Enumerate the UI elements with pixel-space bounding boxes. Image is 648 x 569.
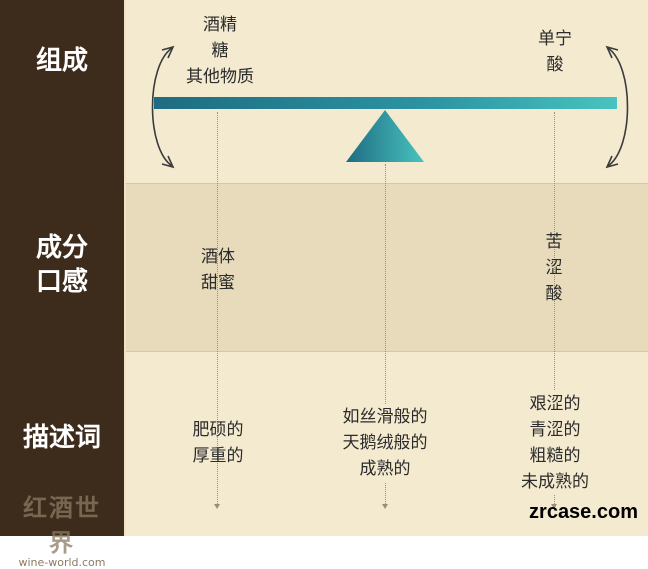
composition-left-item: 糖 (211, 41, 229, 61)
composition-right-item: 酸 (546, 55, 564, 75)
descriptor-center-item: 天鹅绒般的 (342, 433, 428, 453)
wine-world-logo: 红酒世界 wine-world.com (14, 488, 110, 569)
band-taste (126, 184, 648, 351)
row-divider (126, 183, 648, 184)
composition-left-item: 酒精 (203, 15, 237, 35)
panel-divider (124, 0, 126, 536)
descriptor-right-item: 未成熟的 (521, 472, 589, 492)
taste-right-item: 酸 (545, 284, 563, 304)
composition-left-item: 其他物质 (186, 67, 254, 87)
row-label-taste-line1: 成分 (35, 233, 88, 263)
dotted-down-arrow-icon (551, 504, 557, 509)
descriptors-right: 艰涩的 青涩的 粗糙的 未成熟的 (500, 391, 610, 495)
curved-arrow-right-icon (605, 45, 629, 169)
guide-line-center (385, 164, 386, 504)
descriptor-right-item: 青涩的 (529, 420, 581, 440)
fulcrum-triangle-icon (346, 110, 424, 162)
composition-left: 酒精 糖 其他物质 (160, 12, 280, 90)
descriptors-center: 如丝滑般的 天鹅绒般的 成熟的 (320, 404, 450, 482)
taste-right: 苦 涩 酸 (524, 229, 584, 307)
row-label-taste-line2: 口感 (35, 267, 88, 297)
taste-right-item: 涩 (545, 258, 563, 278)
descriptors-left: 肥硕的 厚重的 (168, 417, 268, 469)
composition-right: 单宁 酸 (510, 26, 600, 78)
taste-right-item: 苦 (545, 232, 563, 252)
taste-left-item: 甜蜜 (201, 273, 235, 293)
row-label-taste: 成分 口感 (0, 231, 124, 299)
descriptor-right-item: 粗糙的 (529, 446, 581, 466)
descriptor-left-item: 肥硕的 (192, 420, 244, 440)
descriptor-center-item: 如丝滑般的 (342, 407, 428, 427)
row-label-composition: 组成 (35, 46, 88, 76)
curved-arrow-left-icon (151, 45, 175, 169)
taste-left-item: 酒体 (201, 247, 235, 267)
descriptor-center-item: 成熟的 (359, 459, 411, 479)
guide-line-left (217, 112, 218, 504)
balance-beam (154, 97, 617, 109)
left-label-panel (0, 0, 124, 536)
composition-right-item: 单宁 (538, 29, 572, 49)
descriptor-right-item: 艰涩的 (529, 394, 581, 414)
descriptor-left-item: 厚重的 (192, 446, 244, 466)
watermark: zrcase.com (529, 501, 638, 523)
dotted-down-arrow-icon (214, 504, 220, 509)
logo-cn: 红酒世界 (23, 493, 101, 557)
row-label-descriptors: 描述词 (22, 423, 101, 453)
guide-line-right (554, 112, 555, 504)
row-divider (126, 351, 648, 352)
dotted-down-arrow-icon (382, 504, 388, 509)
taste-left: 酒体 甜蜜 (178, 244, 258, 296)
